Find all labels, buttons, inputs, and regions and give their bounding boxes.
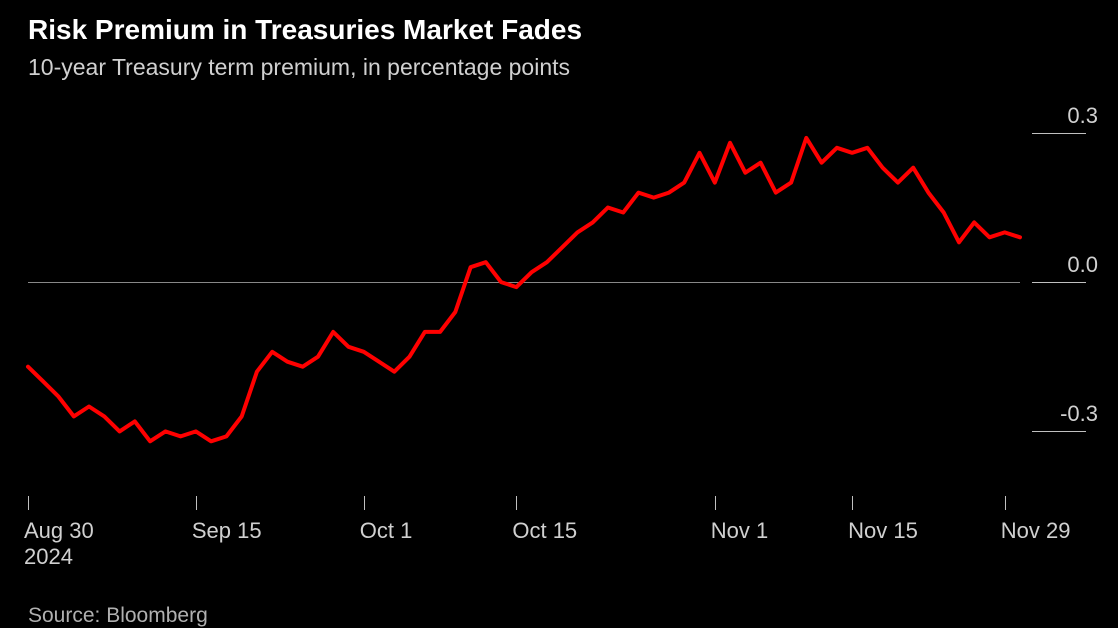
x-tick-mark <box>852 496 853 510</box>
line-series <box>28 108 1020 506</box>
x-tick-mark <box>28 496 29 510</box>
chart-subtitle: 10-year Treasury term premium, in percen… <box>28 54 570 81</box>
y-axis-label: -0.3 <box>1038 401 1098 427</box>
x-axis-label: Nov 1 <box>711 518 768 544</box>
plot-area <box>28 108 1020 506</box>
y-axis-label: 0.3 <box>1038 103 1098 129</box>
y-tick-mark <box>1032 133 1086 134</box>
chart-title: Risk Premium in Treasuries Market Fades <box>28 14 582 46</box>
x-tick-mark <box>1005 496 1006 510</box>
x-axis-label: Nov 29 <box>1001 518 1071 544</box>
y-tick-mark <box>1032 431 1086 432</box>
x-axis-label: Nov 15 <box>848 518 918 544</box>
x-axis-label: Aug 30 2024 <box>24 518 94 570</box>
x-tick-mark <box>364 496 365 510</box>
x-tick-mark <box>196 496 197 510</box>
y-axis-label: 0.0 <box>1038 252 1098 278</box>
x-axis-label: Oct 1 <box>360 518 413 544</box>
x-tick-mark <box>715 496 716 510</box>
chart-container: Risk Premium in Treasuries Market Fades … <box>0 0 1118 628</box>
x-axis-label: Sep 15 <box>192 518 262 544</box>
y-tick-mark <box>1032 282 1086 283</box>
source-attribution: Source: Bloomberg <box>28 604 208 628</box>
x-tick-mark <box>516 496 517 510</box>
x-axis-label: Oct 15 <box>512 518 577 544</box>
series-line <box>28 138 1020 441</box>
